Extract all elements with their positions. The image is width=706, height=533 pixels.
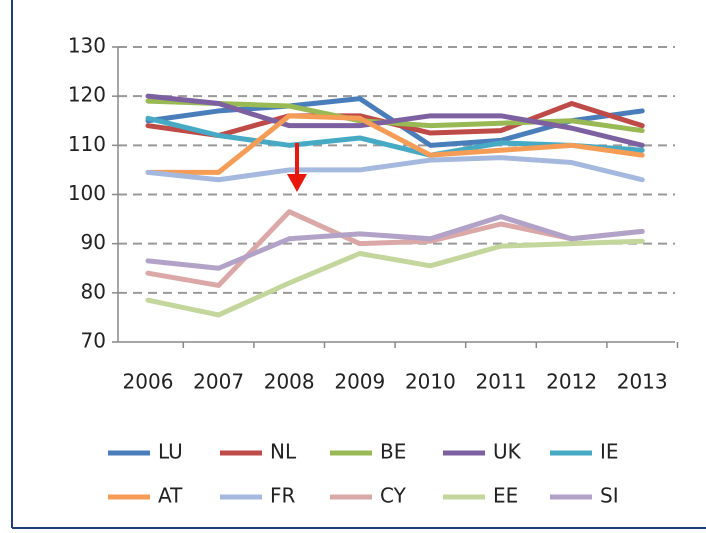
series-line — [145, 209, 645, 288]
y-tick-label: 100 — [68, 181, 106, 205]
legend-label: AT — [158, 484, 183, 508]
x-tick-label: 2009 — [334, 370, 385, 394]
legend-label: EE — [493, 484, 518, 508]
y-tick-label: 120 — [68, 83, 106, 107]
series-line — [145, 214, 645, 271]
x-tick-label: 2011 — [476, 370, 527, 394]
y-tick-label: 130 — [68, 34, 106, 58]
legend-label: CY — [380, 484, 407, 508]
legend-label: IE — [600, 440, 619, 464]
x-tick-label: 2012 — [546, 370, 597, 394]
y-tick-label: 110 — [68, 132, 106, 156]
x-tick-label: 2010 — [405, 370, 456, 394]
legend-label: LU — [158, 440, 183, 464]
legend-label: NL — [270, 440, 297, 464]
legend-label: BE — [380, 440, 406, 464]
series-line — [145, 113, 645, 175]
y-tick-label: 70 — [81, 329, 106, 353]
series-line — [145, 238, 645, 318]
legend-label: FR — [270, 484, 296, 508]
y-tick-label: 80 — [81, 279, 106, 303]
arrow — [287, 143, 307, 192]
series-line — [145, 155, 645, 183]
x-tick-label: 2007 — [193, 370, 244, 394]
y-tick-label: 90 — [81, 230, 106, 254]
legend-label: UK — [493, 440, 522, 464]
legend-label: SI — [600, 484, 619, 508]
series-line — [145, 93, 645, 148]
x-tick-label: 2008 — [264, 370, 315, 394]
plot: 70 80 90 100 110 120 130 2006 2007 2008 2009 2010 20… — [68, 34, 679, 394]
x-tick-label: 2006 — [123, 370, 174, 394]
x-tick-label: 2013 — [617, 370, 668, 394]
